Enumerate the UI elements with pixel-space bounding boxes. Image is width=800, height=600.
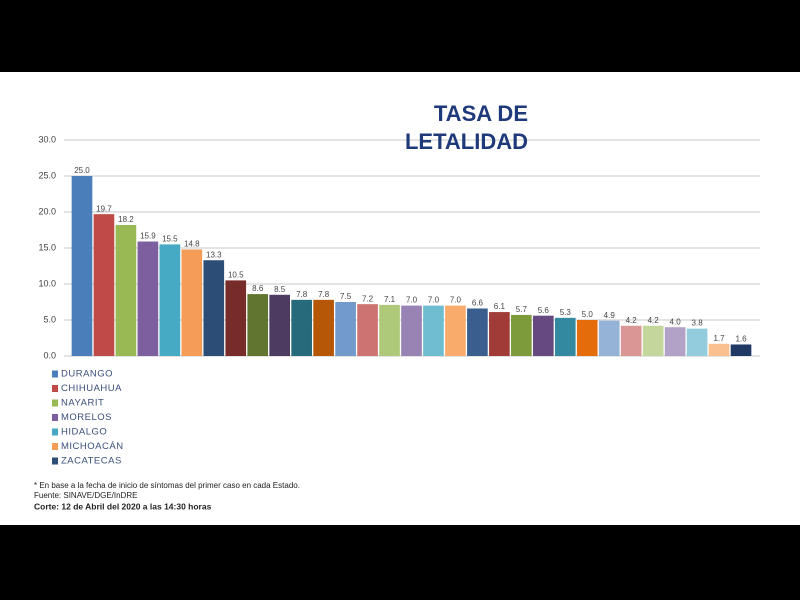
- data-label: 3.8: [692, 319, 704, 328]
- data-label: 4.9: [604, 311, 616, 320]
- bar: [620, 325, 642, 356]
- bar: [137, 241, 159, 356]
- bar: [181, 249, 203, 356]
- data-label: 7.0: [428, 296, 440, 305]
- data-label: 5.6: [538, 306, 550, 315]
- data-label: 7.1: [384, 295, 396, 304]
- chart-title: TASA DE LETALIDAD: [404, 101, 528, 154]
- footnote: Corte: 12 de Abril del 2020 a las 14:30 …: [34, 501, 212, 511]
- bar: [203, 260, 225, 356]
- data-label: 1.7: [713, 334, 725, 343]
- data-label: 10.5: [228, 271, 244, 280]
- data-label: 6.1: [494, 302, 506, 311]
- legend-swatch: [52, 399, 58, 407]
- data-label: 6.6: [472, 299, 484, 308]
- data-label: 7.8: [296, 290, 308, 299]
- bar: [467, 308, 488, 356]
- bar: [225, 280, 247, 356]
- bar: [71, 176, 93, 356]
- data-label: 7.8: [318, 290, 330, 299]
- bar: [532, 315, 554, 356]
- footnote: Fuente: SINAVE/DGE/InDRE: [34, 491, 137, 500]
- y-tick-label: 10.0: [38, 278, 56, 288]
- y-tick-label: 5.0: [43, 314, 56, 324]
- bar: [93, 214, 115, 356]
- bar: [445, 305, 466, 356]
- bar: [598, 320, 620, 356]
- legend-label: DURANGO: [61, 369, 113, 380]
- data-label: 7.0: [450, 296, 462, 305]
- bar: [115, 224, 137, 356]
- data-label: 5.7: [516, 305, 528, 314]
- legend-label: CHIHUAHUA: [61, 383, 122, 394]
- y-tick-label: 0.0: [43, 350, 56, 360]
- data-label: 4.2: [648, 316, 660, 325]
- bar: [269, 294, 291, 356]
- data-label: 1.6: [735, 335, 747, 344]
- data-label: 7.0: [406, 296, 418, 305]
- legend-label: MICHOACÁN: [61, 441, 124, 452]
- data-label: 8.5: [274, 285, 286, 294]
- bar: [313, 299, 334, 356]
- bar: [379, 304, 400, 356]
- data-label: 15.5: [162, 235, 178, 244]
- data-label: 19.7: [96, 204, 112, 213]
- data-label: 14.8: [184, 240, 200, 249]
- bar: [686, 328, 708, 356]
- legend-swatch: [52, 457, 58, 465]
- legend-swatch: [52, 428, 58, 436]
- y-tick-label: 20.0: [38, 206, 56, 216]
- legend-label: ZACATECAS: [61, 456, 122, 467]
- data-label: 7.5: [340, 292, 352, 301]
- data-label: 5.3: [560, 308, 572, 317]
- bar: [554, 317, 576, 356]
- y-tick-label: 30.0: [38, 134, 56, 144]
- bar: [708, 343, 730, 356]
- data-label: 18.2: [118, 215, 134, 224]
- legend-swatch: [52, 443, 58, 450]
- legend-label: MORELOS: [61, 412, 112, 423]
- data-label: 25.0: [74, 166, 90, 175]
- bar: [401, 305, 422, 356]
- y-tick-label: 15.0: [38, 242, 56, 252]
- legend-label: NAYARIT: [61, 398, 104, 409]
- bar: [247, 294, 269, 356]
- data-label: 4.0: [670, 317, 682, 326]
- legend-swatch: [52, 370, 58, 378]
- data-label: 5.0: [582, 310, 594, 319]
- footnote: * En base a la fecha de inicio de síntom…: [34, 481, 300, 490]
- bar: [291, 299, 312, 356]
- bar: [664, 327, 686, 356]
- legend-swatch: [52, 385, 58, 392]
- legend-swatch: [52, 414, 58, 421]
- bar: [576, 320, 598, 356]
- legend-label: HIDALGO: [61, 427, 107, 438]
- bar: [730, 344, 752, 356]
- bar: [357, 304, 378, 356]
- bar: [489, 312, 510, 356]
- bar: [642, 325, 664, 356]
- data-label: 4.2: [626, 316, 638, 325]
- data-label: 8.6: [252, 284, 264, 293]
- bar: [511, 314, 532, 356]
- data-label: 13.3: [206, 250, 222, 259]
- data-label: 7.2: [362, 294, 374, 303]
- y-tick-label: 25.0: [38, 170, 56, 180]
- bar: [159, 244, 181, 356]
- bar: [423, 305, 444, 356]
- bar: [335, 302, 356, 356]
- data-label: 15.9: [140, 232, 156, 241]
